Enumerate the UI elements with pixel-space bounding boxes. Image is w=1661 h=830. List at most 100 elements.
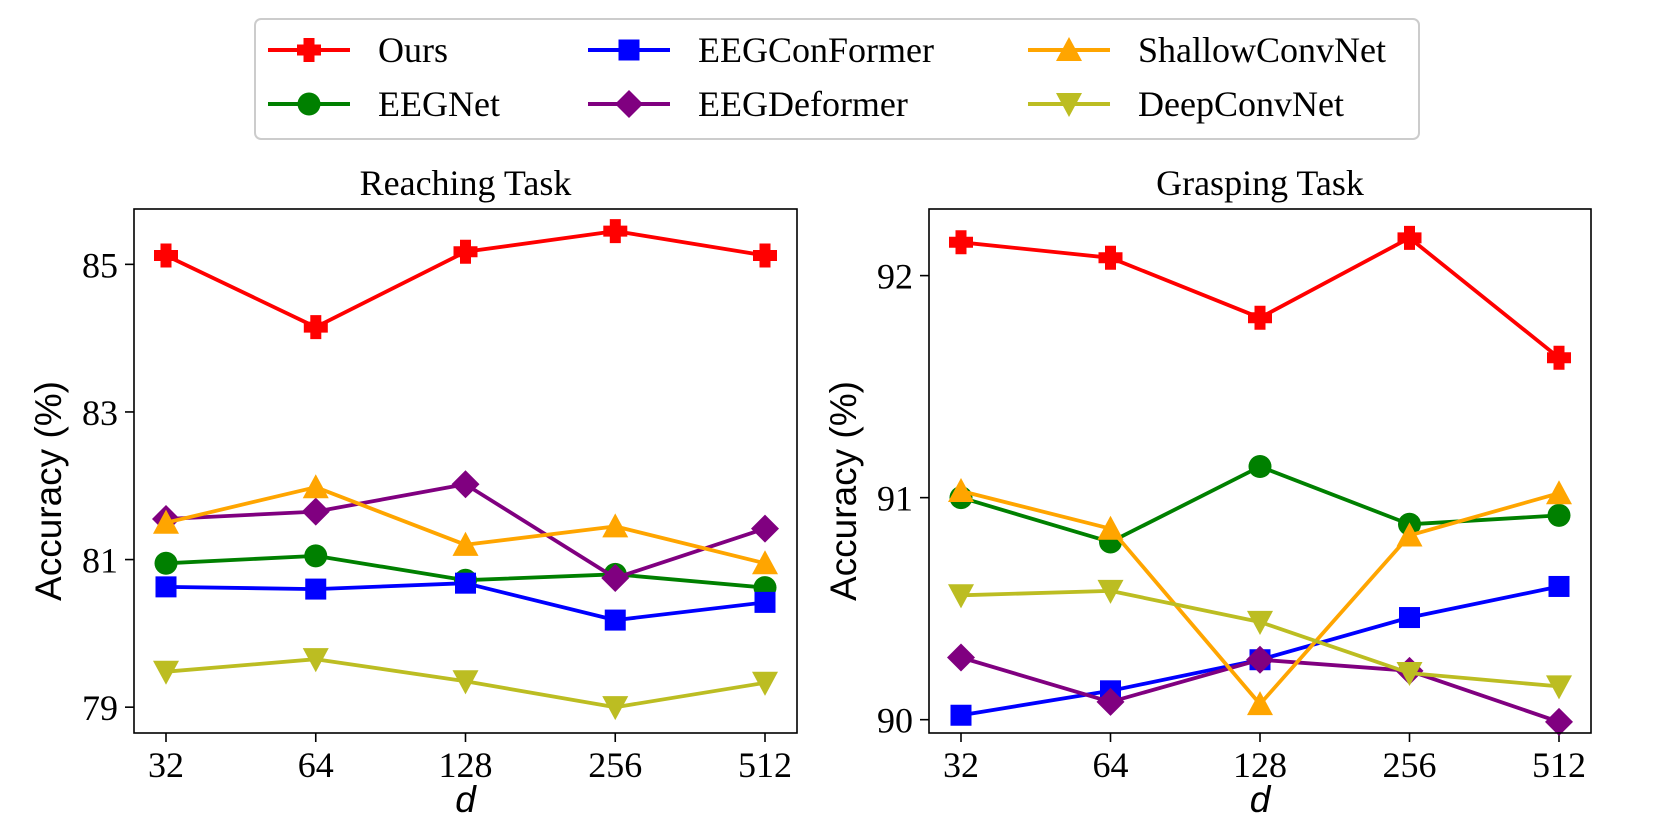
reaching-y-tick-label: 83 (82, 393, 118, 433)
grasping-x-tick-label: 256 (1383, 745, 1437, 785)
grasping-y-axis-label: Accuracy (%) (823, 381, 864, 601)
grasping-point-shallowconvnet (1247, 691, 1273, 716)
grasping-point-deepconvnet (1546, 675, 1572, 700)
reaching-plot-frame (133, 208, 798, 734)
reaching-point-shallowconvnet (602, 513, 629, 538)
grasping-point-eegconformer (1399, 607, 1420, 629)
legend-item-eegconformer: EEGConFormer (588, 30, 934, 70)
grasping-line-ours (960, 235, 1561, 360)
grasping-point-deepconvnet (1247, 610, 1273, 635)
grasping-y-tick-label: 90 (877, 701, 913, 741)
grasping-panel-title: Grasping Task (1156, 163, 1364, 203)
grasping-point-ours (1547, 345, 1571, 370)
reaching-point-eegdeformer (751, 514, 779, 543)
reaching-point-eegdeformer (301, 497, 330, 526)
reaching-point-ours (303, 315, 328, 340)
legend-label-deepconvnet: DeepConvNet (1138, 84, 1344, 124)
grasping-series-ours (949, 225, 1571, 370)
grasping-x-tick-label: 128 (1233, 745, 1287, 785)
legend-item-shallowconvnet: ShallowConvNet (1028, 30, 1386, 70)
reaching-y-tick-label: 81 (82, 541, 118, 581)
reaching-point-eegconformer (455, 572, 476, 594)
grasping-task-panel: Grasping Task 90 91 92 32 64 128 256 512 d Accurac… (823, 163, 1592, 820)
grasping-point-deepconvnet (948, 584, 974, 609)
grasping-point-ours (949, 230, 973, 255)
grasping-point-ours (1098, 245, 1123, 270)
grasping-point-shallowconvnet (1546, 480, 1572, 505)
legend-marker-eegnet (297, 92, 321, 116)
grasping-x-tick-label: 32 (943, 745, 979, 785)
reaching-y-axis-label: Accuracy (%) (28, 381, 69, 601)
reaching-series-eegconformer (155, 572, 776, 631)
grasping-y-tick-label: 92 (877, 257, 913, 297)
reaching-point-eegconformer (305, 578, 327, 600)
grasping-point-eegnet (1248, 455, 1272, 479)
reaching-task-panel: Reaching Task 79 81 83 85 32 64 128 256 512 d Accur… (28, 163, 798, 820)
legend: Ours EEGConFormer ShallowConvNet EEGNet EEGD… (254, 18, 1420, 140)
legend-frame (254, 18, 1420, 140)
grasping-point-ours (1397, 225, 1422, 250)
grasping-point-shallowconvnet (1097, 515, 1124, 540)
reaching-series-deepconvnet (153, 648, 778, 721)
grasping-x-axis-label: d (1250, 779, 1272, 820)
reaching-point-shallowconvnet (302, 474, 329, 499)
reaching-series-ours (154, 219, 777, 340)
legend-label-shallowconvnet: ShallowConvNet (1138, 30, 1386, 70)
reaching-line-eegdeformer (165, 482, 766, 580)
legend-marker-eegdeformer (615, 90, 643, 118)
reaching-x-tick-label: 512 (738, 745, 792, 785)
reaching-series-shallowconvnet (153, 474, 778, 575)
grasping-x-tick-label: 512 (1532, 745, 1586, 785)
grasping-series-eegdeformer (947, 643, 1573, 736)
reaching-point-deepconvnet (452, 670, 479, 695)
reaching-x-tick-label: 256 (588, 745, 642, 785)
reaching-point-shallowconvnet (153, 509, 179, 534)
grasping-point-eegdeformer (1096, 687, 1125, 716)
reaching-point-ours (753, 243, 777, 268)
reaching-y-tick-label: 85 (82, 245, 118, 285)
legend-marker-ours (297, 38, 321, 62)
grasping-x-tick-label: 64 (1093, 745, 1129, 785)
grasping-series-eegnet (949, 455, 1571, 554)
legend-label-eegdeformer: EEGDeformer (698, 84, 908, 124)
legend-item-ours: Ours (268, 30, 448, 70)
grasping-point-eegdeformer (947, 643, 975, 672)
reaching-x-tick-label: 32 (148, 745, 184, 785)
reaching-point-eegnet (304, 544, 328, 568)
reaching-point-deepconvnet (602, 696, 629, 721)
legend-label-eegnet: EEGNet (378, 84, 500, 124)
grasping-point-deepconvnet (1396, 662, 1423, 687)
legend-label-ours: Ours (378, 30, 448, 70)
grasping-point-eegconformer (1548, 575, 1570, 597)
reaching-point-ours (453, 239, 478, 264)
legend-marker-eegconformer (618, 39, 640, 61)
reaching-point-eegdeformer (601, 564, 630, 593)
grasping-point-shallowconvnet (948, 477, 974, 503)
grasping-point-eegdeformer (1545, 707, 1573, 736)
reaching-point-eegconformer (604, 609, 626, 631)
reaching-panel-title: Reaching Task (360, 163, 572, 203)
reaching-point-shallowconvnet (452, 531, 479, 556)
legend-label-eegconformer: EEGConFormer (698, 30, 934, 70)
reaching-point-shallowconvnet (752, 550, 778, 575)
reaching-point-deepconvnet (302, 648, 329, 673)
reaching-point-eegnet (154, 551, 178, 575)
grasping-point-deepconvnet (1097, 579, 1124, 604)
reaching-point-ours (603, 219, 628, 244)
grasping-point-shallowconvnet (1396, 522, 1423, 547)
legend-marker-deepconvnet (1056, 92, 1082, 117)
reaching-point-deepconvnet (752, 671, 778, 696)
reaching-point-eegconformer (155, 576, 177, 598)
grasping-point-eegnet (1547, 503, 1571, 527)
reaching-x-axis-label: d (455, 779, 477, 820)
grasping-series-shallowconvnet (948, 477, 1572, 716)
grasping-series-deepconvnet (948, 579, 1572, 700)
reaching-x-tick-label: 64 (298, 745, 334, 785)
grasping-y-tick-label: 91 (877, 479, 913, 519)
reaching-point-eegdeformer (451, 470, 480, 499)
reaching-point-eegconformer (754, 591, 776, 613)
reaching-y-tick-label: 79 (82, 688, 118, 728)
grasping-point-ours (1248, 305, 1272, 330)
grasping-plot-frame (928, 208, 1592, 734)
